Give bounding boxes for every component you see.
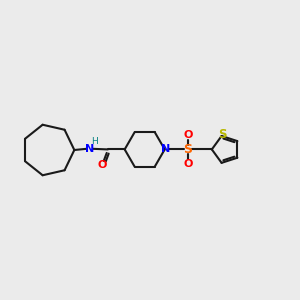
Text: N: N [161, 144, 170, 154]
Text: H: H [91, 137, 98, 146]
Text: S: S [183, 143, 192, 156]
Text: N: N [85, 143, 94, 154]
Text: O: O [98, 160, 107, 170]
Text: O: O [183, 158, 192, 169]
Text: O: O [183, 130, 192, 140]
Text: S: S [218, 128, 226, 141]
